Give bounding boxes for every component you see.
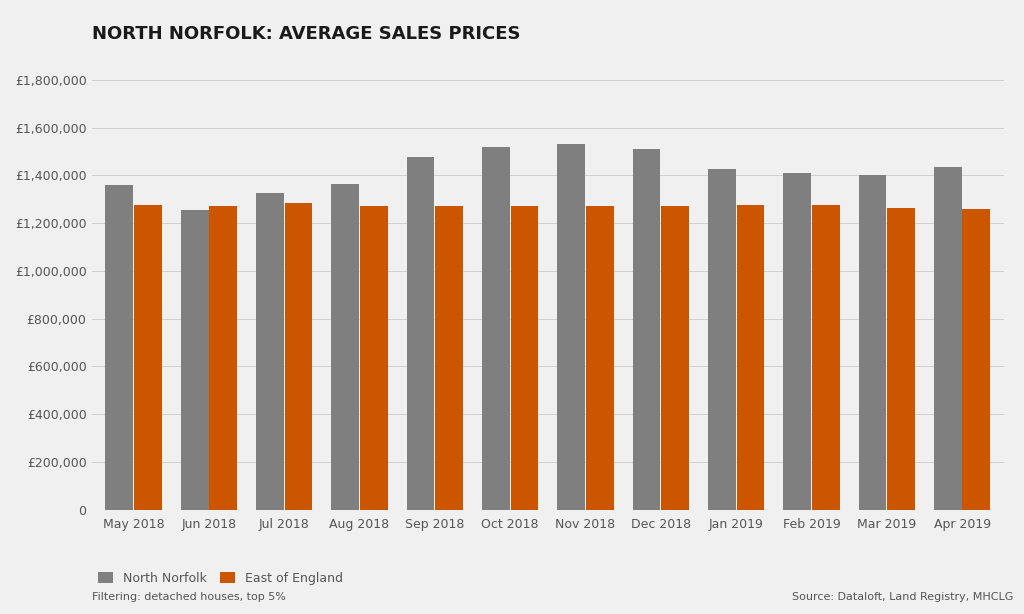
Bar bbox=[482, 147, 510, 510]
Bar bbox=[285, 203, 312, 510]
Bar bbox=[359, 206, 388, 510]
Bar bbox=[633, 149, 660, 510]
Bar bbox=[557, 144, 585, 510]
Bar bbox=[134, 205, 162, 510]
Bar bbox=[783, 173, 811, 510]
Text: NORTH NORFOLK: AVERAGE SALES PRICES: NORTH NORFOLK: AVERAGE SALES PRICES bbox=[92, 25, 520, 43]
Bar bbox=[256, 193, 284, 510]
Bar bbox=[435, 206, 463, 510]
Bar bbox=[209, 206, 238, 510]
Bar bbox=[407, 157, 434, 510]
Bar bbox=[511, 206, 539, 510]
Bar bbox=[708, 169, 736, 510]
Text: Filtering: detached houses, top 5%: Filtering: detached houses, top 5% bbox=[92, 592, 286, 602]
Legend: North Norfolk, East of England: North Norfolk, East of England bbox=[98, 572, 343, 585]
Bar bbox=[887, 208, 915, 510]
Bar bbox=[180, 210, 209, 510]
Bar bbox=[812, 205, 840, 510]
Bar bbox=[586, 206, 613, 510]
Bar bbox=[858, 176, 887, 510]
Text: Source: Dataloft, Land Registry, MHCLG: Source: Dataloft, Land Registry, MHCLG bbox=[793, 592, 1014, 602]
Bar bbox=[736, 205, 764, 510]
Bar bbox=[105, 185, 133, 510]
Bar bbox=[662, 206, 689, 510]
Bar bbox=[332, 184, 359, 510]
Bar bbox=[963, 209, 990, 510]
Bar bbox=[934, 167, 962, 510]
